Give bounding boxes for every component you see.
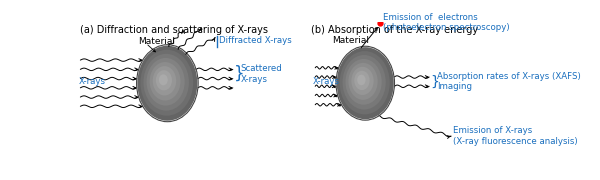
Text: }: } [235,65,245,83]
Text: Scattered
X-rays: Scattered X-rays [241,64,282,84]
Ellipse shape [137,46,197,121]
Ellipse shape [354,71,370,90]
Text: Material: Material [332,36,369,45]
Ellipse shape [343,55,386,110]
Text: Material: Material [138,37,175,46]
Ellipse shape [349,63,377,100]
Ellipse shape [146,58,185,106]
Ellipse shape [140,50,193,116]
Text: X-rays: X-rays [79,77,106,86]
Ellipse shape [346,59,382,105]
Text: X-rays: X-rays [313,77,340,86]
Text: Emission of  electrons
(photoelectron spectroscopy): Emission of electrons (photoelectron spe… [383,13,509,32]
Ellipse shape [337,47,394,119]
Ellipse shape [153,66,176,95]
Ellipse shape [352,67,374,95]
Ellipse shape [143,54,189,111]
Text: }: } [431,75,440,89]
Ellipse shape [156,70,172,90]
Ellipse shape [149,62,181,100]
Text: Emission of X-rays
(X-ray fluorescence analysis): Emission of X-rays (X-ray fluorescence a… [454,127,578,146]
Ellipse shape [340,51,390,114]
Text: Diffracted X-rays: Diffracted X-rays [219,36,292,45]
Ellipse shape [159,74,168,85]
Text: Absorption rates of X-rays (XAFS)
Imaging: Absorption rates of X-rays (XAFS) Imagin… [437,72,581,91]
Ellipse shape [357,75,365,85]
Text: (a) Diffraction and scattering of X-rays: (a) Diffraction and scattering of X-rays [80,25,268,35]
Text: (b) Absorption of the X-ray energy: (b) Absorption of the X-ray energy [311,25,478,35]
